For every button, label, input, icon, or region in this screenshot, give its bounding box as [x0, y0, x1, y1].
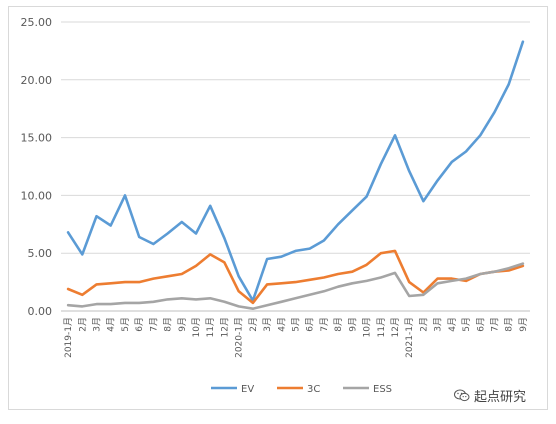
series-line-3c	[66, 249, 525, 305]
x-tick-label: 9月	[518, 317, 529, 332]
x-tick-label: 3月	[262, 317, 273, 332]
x-tick-label: 3月	[433, 317, 444, 332]
y-tick-label: 10.00	[21, 189, 53, 202]
y-tick-label: 0.00	[28, 305, 53, 318]
x-tick-label: 8月	[333, 317, 344, 332]
x-tick-label: 5月	[461, 317, 472, 332]
series-line-ess	[66, 262, 525, 311]
x-tick-label: 10月	[191, 317, 202, 337]
x-tick-label: 9月	[347, 317, 358, 332]
x-tick-label: 2021-1月	[404, 317, 415, 358]
legend-label-ev: EV	[241, 384, 254, 395]
legend: EV 3C ESS	[211, 384, 392, 395]
gridlines	[61, 21, 530, 312]
x-tick-label: 2月	[418, 317, 429, 332]
x-tick-label: 2020-1月	[234, 317, 245, 358]
x-tick-label: 11月	[205, 317, 216, 337]
wechat-icon	[454, 389, 470, 402]
x-tick-label: 10月	[362, 317, 373, 337]
x-tick-label: 7月	[319, 317, 330, 332]
y-tick-label: 20.00	[21, 74, 53, 87]
chart-frame	[8, 6, 548, 410]
x-tick-label: 6月	[134, 317, 145, 332]
x-tick-label: 5月	[291, 317, 302, 332]
x-tick-label: 12月	[219, 317, 230, 337]
y-tick-label: 5.00	[28, 247, 53, 260]
x-tick-label: 3月	[92, 317, 103, 332]
x-tick-label: 8月	[504, 317, 515, 332]
legend-label-ess: ESS	[373, 384, 392, 395]
x-tick-label: 11月	[376, 317, 387, 337]
series-lines	[66, 40, 525, 311]
x-tick-label: 2月	[248, 317, 259, 332]
y-tick-label: 15.00	[21, 132, 53, 145]
watermark-text: 起点研究	[474, 390, 527, 405]
x-tick-label: 7月	[489, 317, 500, 332]
x-tick-label: 4月	[276, 317, 287, 332]
x-tick-label: 8月	[163, 317, 174, 332]
x-tick-label: 2019-1月	[63, 317, 74, 358]
x-axis-ticks: 2019-1月 2月 3月 4月 5月 6月 7月 8月 9月 10月 11月 12月 2020-1月 2…	[63, 317, 529, 358]
watermark: 起点研究	[454, 386, 526, 405]
x-tick-label: 6月	[475, 317, 486, 332]
x-tick-label: 9月	[177, 317, 188, 332]
x-tick-label: 2月	[77, 317, 88, 332]
series-line-ev	[66, 40, 525, 302]
legend-label-3c: 3C	[307, 384, 320, 395]
x-tick-label: 5月	[120, 317, 131, 332]
x-tick-label: 4月	[106, 317, 117, 332]
x-tick-label: 4月	[447, 317, 458, 332]
x-tick-label: 12月	[390, 317, 401, 337]
y-axis-ticks: 0.00 5.00 10.00 15.00 20.00 25.00	[21, 16, 53, 318]
y-tick-label: 25.00	[21, 16, 53, 29]
x-tick-label: 6月	[305, 317, 316, 332]
x-tick-label: 7月	[148, 317, 159, 332]
